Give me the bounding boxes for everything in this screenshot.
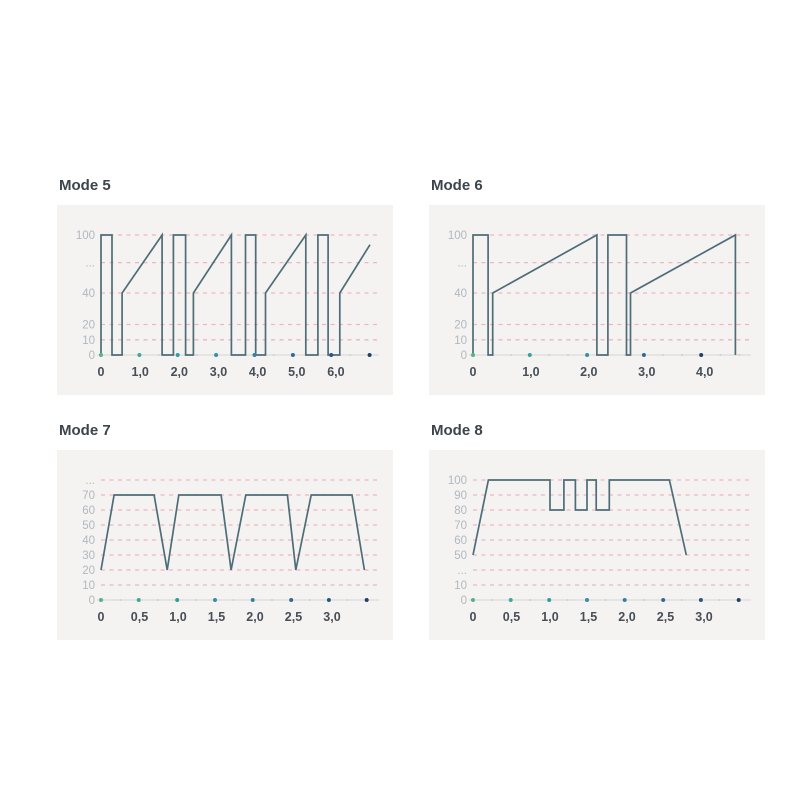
svg-text:2,0: 2,0 bbox=[580, 365, 597, 379]
chart-panel: ... 70 60 50 40 30 20 10 0 0 0,5 1,0 1,5 2,0 2,5 3,0 bbox=[57, 450, 393, 640]
svg-text:3,0: 3,0 bbox=[695, 610, 712, 624]
svg-text:4,0: 4,0 bbox=[696, 365, 713, 379]
svg-text:3,0: 3,0 bbox=[210, 365, 227, 379]
svg-text:0,5: 0,5 bbox=[131, 610, 148, 624]
svg-text:100: 100 bbox=[448, 475, 467, 487]
svg-text:...: ... bbox=[85, 475, 95, 487]
chart-title: Mode 5 bbox=[59, 177, 111, 194]
chart-panel: 100... 40 20 10 0 0 1,0 2,0 3,0 4,0 5,0 6,0 bbox=[57, 205, 393, 395]
svg-text:2,5: 2,5 bbox=[657, 610, 674, 624]
svg-text:1,0: 1,0 bbox=[522, 365, 539, 379]
svg-text:0: 0 bbox=[470, 365, 477, 379]
svg-text:0: 0 bbox=[89, 350, 95, 362]
svg-text:50: 50 bbox=[82, 520, 95, 532]
svg-text:80: 80 bbox=[454, 505, 467, 517]
svg-text:30: 30 bbox=[82, 550, 95, 562]
svg-text:0: 0 bbox=[98, 365, 105, 379]
svg-text:...: ... bbox=[85, 258, 95, 270]
svg-text:0,5: 0,5 bbox=[503, 610, 520, 624]
chart-title: Mode 6 bbox=[431, 177, 483, 194]
chart-panel: 100 90 80 70 60 50... 10 0 0 0,5 1,0 1,5 2,0 2,5 3,0 bbox=[429, 450, 765, 640]
svg-text:2,0: 2,0 bbox=[246, 610, 263, 624]
svg-text:90: 90 bbox=[454, 490, 467, 502]
svg-text:3,0: 3,0 bbox=[323, 610, 340, 624]
chart-cell-mode-7: Mode 7 ... 70 60 50 40 30 20 10 0 0 0,5 1,0 1,5 2,0 2,… bbox=[57, 421, 393, 640]
chart-cell-mode-8: Mode 8 100 90 80 70 60 50... 10 0 0 0,5 1,0 1,5 2,0 2… bbox=[429, 421, 765, 640]
svg-text:0: 0 bbox=[98, 610, 105, 624]
svg-text:70: 70 bbox=[454, 520, 467, 532]
svg-text:10: 10 bbox=[454, 580, 467, 592]
charts-grid: Mode 5 100... 40 20 10 0 0 1,0 2,0 3,0 4,0 5,0 6,0 … bbox=[57, 176, 765, 640]
svg-text:...: ... bbox=[457, 565, 467, 577]
svg-text:5,0: 5,0 bbox=[288, 365, 305, 379]
chart-panel: 100... 40 20 10 0 0 1,0 2,0 3,0 4,0 bbox=[429, 205, 765, 395]
svg-text:2,0: 2,0 bbox=[618, 610, 635, 624]
svg-text:0: 0 bbox=[461, 350, 467, 362]
svg-text:60: 60 bbox=[454, 535, 467, 547]
svg-text:10: 10 bbox=[82, 580, 95, 592]
svg-text:1,5: 1,5 bbox=[208, 610, 225, 624]
svg-text:50: 50 bbox=[454, 550, 467, 562]
svg-text:10: 10 bbox=[454, 335, 467, 347]
svg-text:3,0: 3,0 bbox=[638, 365, 655, 379]
svg-text:1,0: 1,0 bbox=[541, 610, 558, 624]
svg-text:100: 100 bbox=[448, 230, 467, 242]
svg-text:1,5: 1,5 bbox=[580, 610, 597, 624]
chart-title: Mode 8 bbox=[431, 422, 483, 439]
svg-text:6,0: 6,0 bbox=[327, 365, 344, 379]
svg-text:1,0: 1,0 bbox=[132, 365, 149, 379]
svg-text:1,0: 1,0 bbox=[169, 610, 186, 624]
svg-text:20: 20 bbox=[82, 320, 95, 332]
svg-text:40: 40 bbox=[454, 288, 467, 300]
svg-text:60: 60 bbox=[82, 505, 95, 517]
svg-text:10: 10 bbox=[82, 335, 95, 347]
mode-7-chart: ... 70 60 50 40 30 20 10 00 0,5 1,0 1,5 2,0 2,5 3,0 bbox=[82, 475, 379, 624]
svg-text:...: ... bbox=[457, 258, 467, 270]
svg-text:100: 100 bbox=[76, 230, 95, 242]
svg-text:2,5: 2,5 bbox=[285, 610, 302, 624]
svg-text:0: 0 bbox=[461, 595, 467, 607]
svg-text:2,0: 2,0 bbox=[171, 365, 188, 379]
chart-cell-mode-6: Mode 6 100... 40 20 10 0 0 1,0 2,0 3,0 4,0 bbox=[429, 176, 765, 395]
svg-text:20: 20 bbox=[82, 565, 95, 577]
svg-text:40: 40 bbox=[82, 288, 95, 300]
chart-title: Mode 7 bbox=[59, 422, 111, 439]
svg-text:20: 20 bbox=[454, 320, 467, 332]
svg-text:0: 0 bbox=[470, 610, 477, 624]
svg-text:0: 0 bbox=[89, 595, 95, 607]
svg-text:40: 40 bbox=[82, 535, 95, 547]
chart-cell-mode-5: Mode 5 100... 40 20 10 0 0 1,0 2,0 3,0 4,0 5,0 6,0 bbox=[57, 176, 393, 395]
svg-text:4,0: 4,0 bbox=[249, 365, 266, 379]
svg-text:70: 70 bbox=[82, 490, 95, 502]
